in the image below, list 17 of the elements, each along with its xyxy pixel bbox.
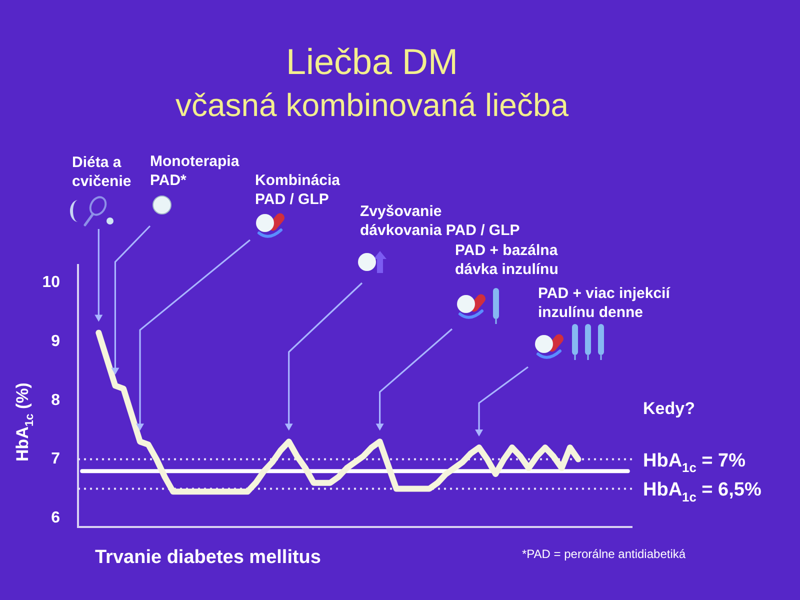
x-axis-title: Trvanie diabetes mellitus <box>95 547 321 568</box>
annotation: PAD + viac injekcií inzulínu denne <box>538 285 671 321</box>
y-axis-title: HbA1c (%) <box>13 382 36 462</box>
annotation: PAD + bazálna dávka inzulínu <box>455 242 558 278</box>
chart-title: Liečba DM <box>286 41 458 82</box>
y-tick-label: 7 <box>51 450 60 468</box>
chart-subtitle: včasná kombinovaná liečba <box>175 87 569 123</box>
text: Kombinácia PAD / GLP <box>255 172 341 208</box>
text: Kedy? <box>643 399 695 418</box>
text: Diéta a cvičenie <box>72 154 132 190</box>
y-tick-label: 8 <box>51 392 60 409</box>
text: *PAD = perorálne antidiabetiká <box>522 547 686 561</box>
y-tick-label: 6 <box>51 510 60 527</box>
text: Monoterapia PAD* <box>150 153 240 189</box>
y-tick-label: 9 <box>51 332 60 350</box>
y-tick-label: 10 <box>42 274 60 292</box>
text: Zvyšovanie dávkovania PAD / GLP <box>360 203 520 239</box>
